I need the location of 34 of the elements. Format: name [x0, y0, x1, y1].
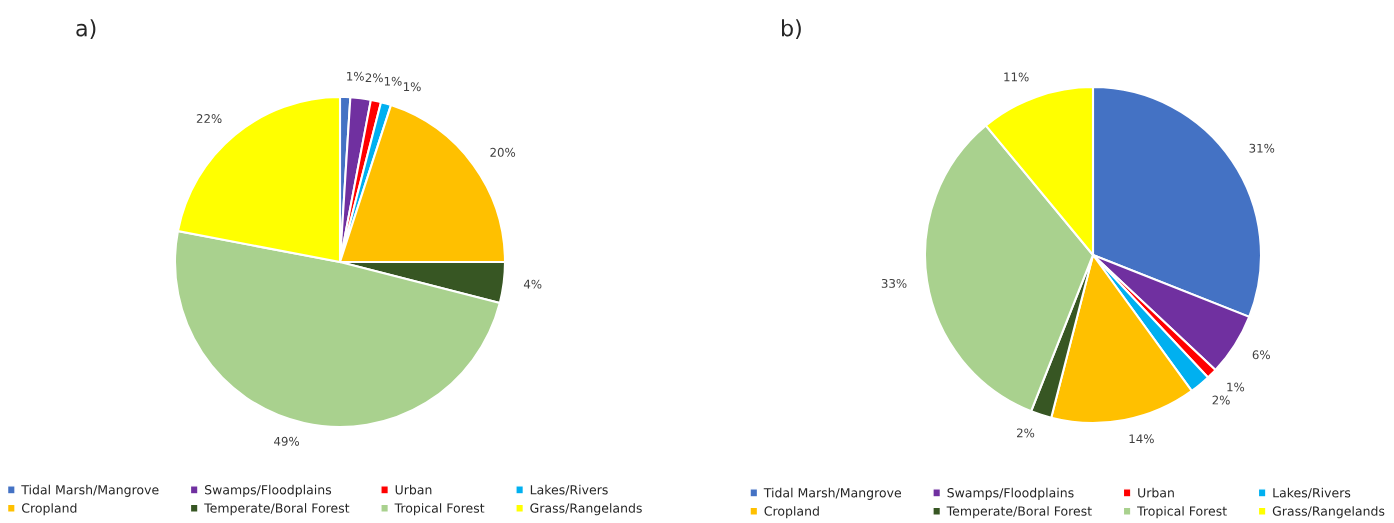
legend-label: Swamps/Floodplains [205, 484, 332, 497]
data-label: 33% [881, 278, 907, 288]
legend-label: Swamps/Floodplains [947, 487, 1074, 500]
legend-label: Grass/Rangelands [530, 503, 642, 516]
legend-label: Cropland [764, 506, 819, 519]
legend-label: Grass/Rangelands [1272, 506, 1385, 519]
data-label: 1% [403, 82, 421, 92]
data-label: 31% [1249, 143, 1275, 153]
data-label: 4% [523, 279, 542, 289]
legend-label: Tropical Forest [394, 503, 485, 516]
legend-label: Cropland [21, 503, 77, 516]
legend-label: Urban [395, 484, 432, 495]
data-label: 6% [1252, 350, 1270, 360]
legend-label: Temperate/Boral Forest [946, 506, 1092, 519]
legend-label: Tidal Marsh/Mangrove [21, 484, 159, 497]
data-label: 49% [274, 436, 300, 446]
legend-label: Lakes/Rivers [1273, 487, 1351, 499]
chart-title: a) [76, 19, 96, 40]
data-label: 1% [1227, 382, 1245, 392]
chart-title: b) [782, 19, 801, 40]
legend-label: Tidal Marsh/Mangrove [763, 487, 902, 500]
data-label: 1% [384, 76, 402, 86]
data-label: 22% [196, 114, 222, 124]
data-label: 20% [490, 147, 516, 157]
data-label: 1% [347, 71, 364, 81]
data-label: 2% [1212, 395, 1230, 405]
legend-label: Urban [1138, 487, 1174, 498]
data-label: 2% [365, 73, 383, 83]
legend-label: Tropical Forest [1137, 506, 1227, 519]
data-label: 11% [1004, 72, 1029, 82]
data-label: 2% [1016, 428, 1035, 438]
legend-label: Lakes/Rivers [530, 484, 608, 496]
legend-label: Temperate/Boral Forest [204, 503, 350, 516]
data-label: 14% [1129, 434, 1154, 444]
